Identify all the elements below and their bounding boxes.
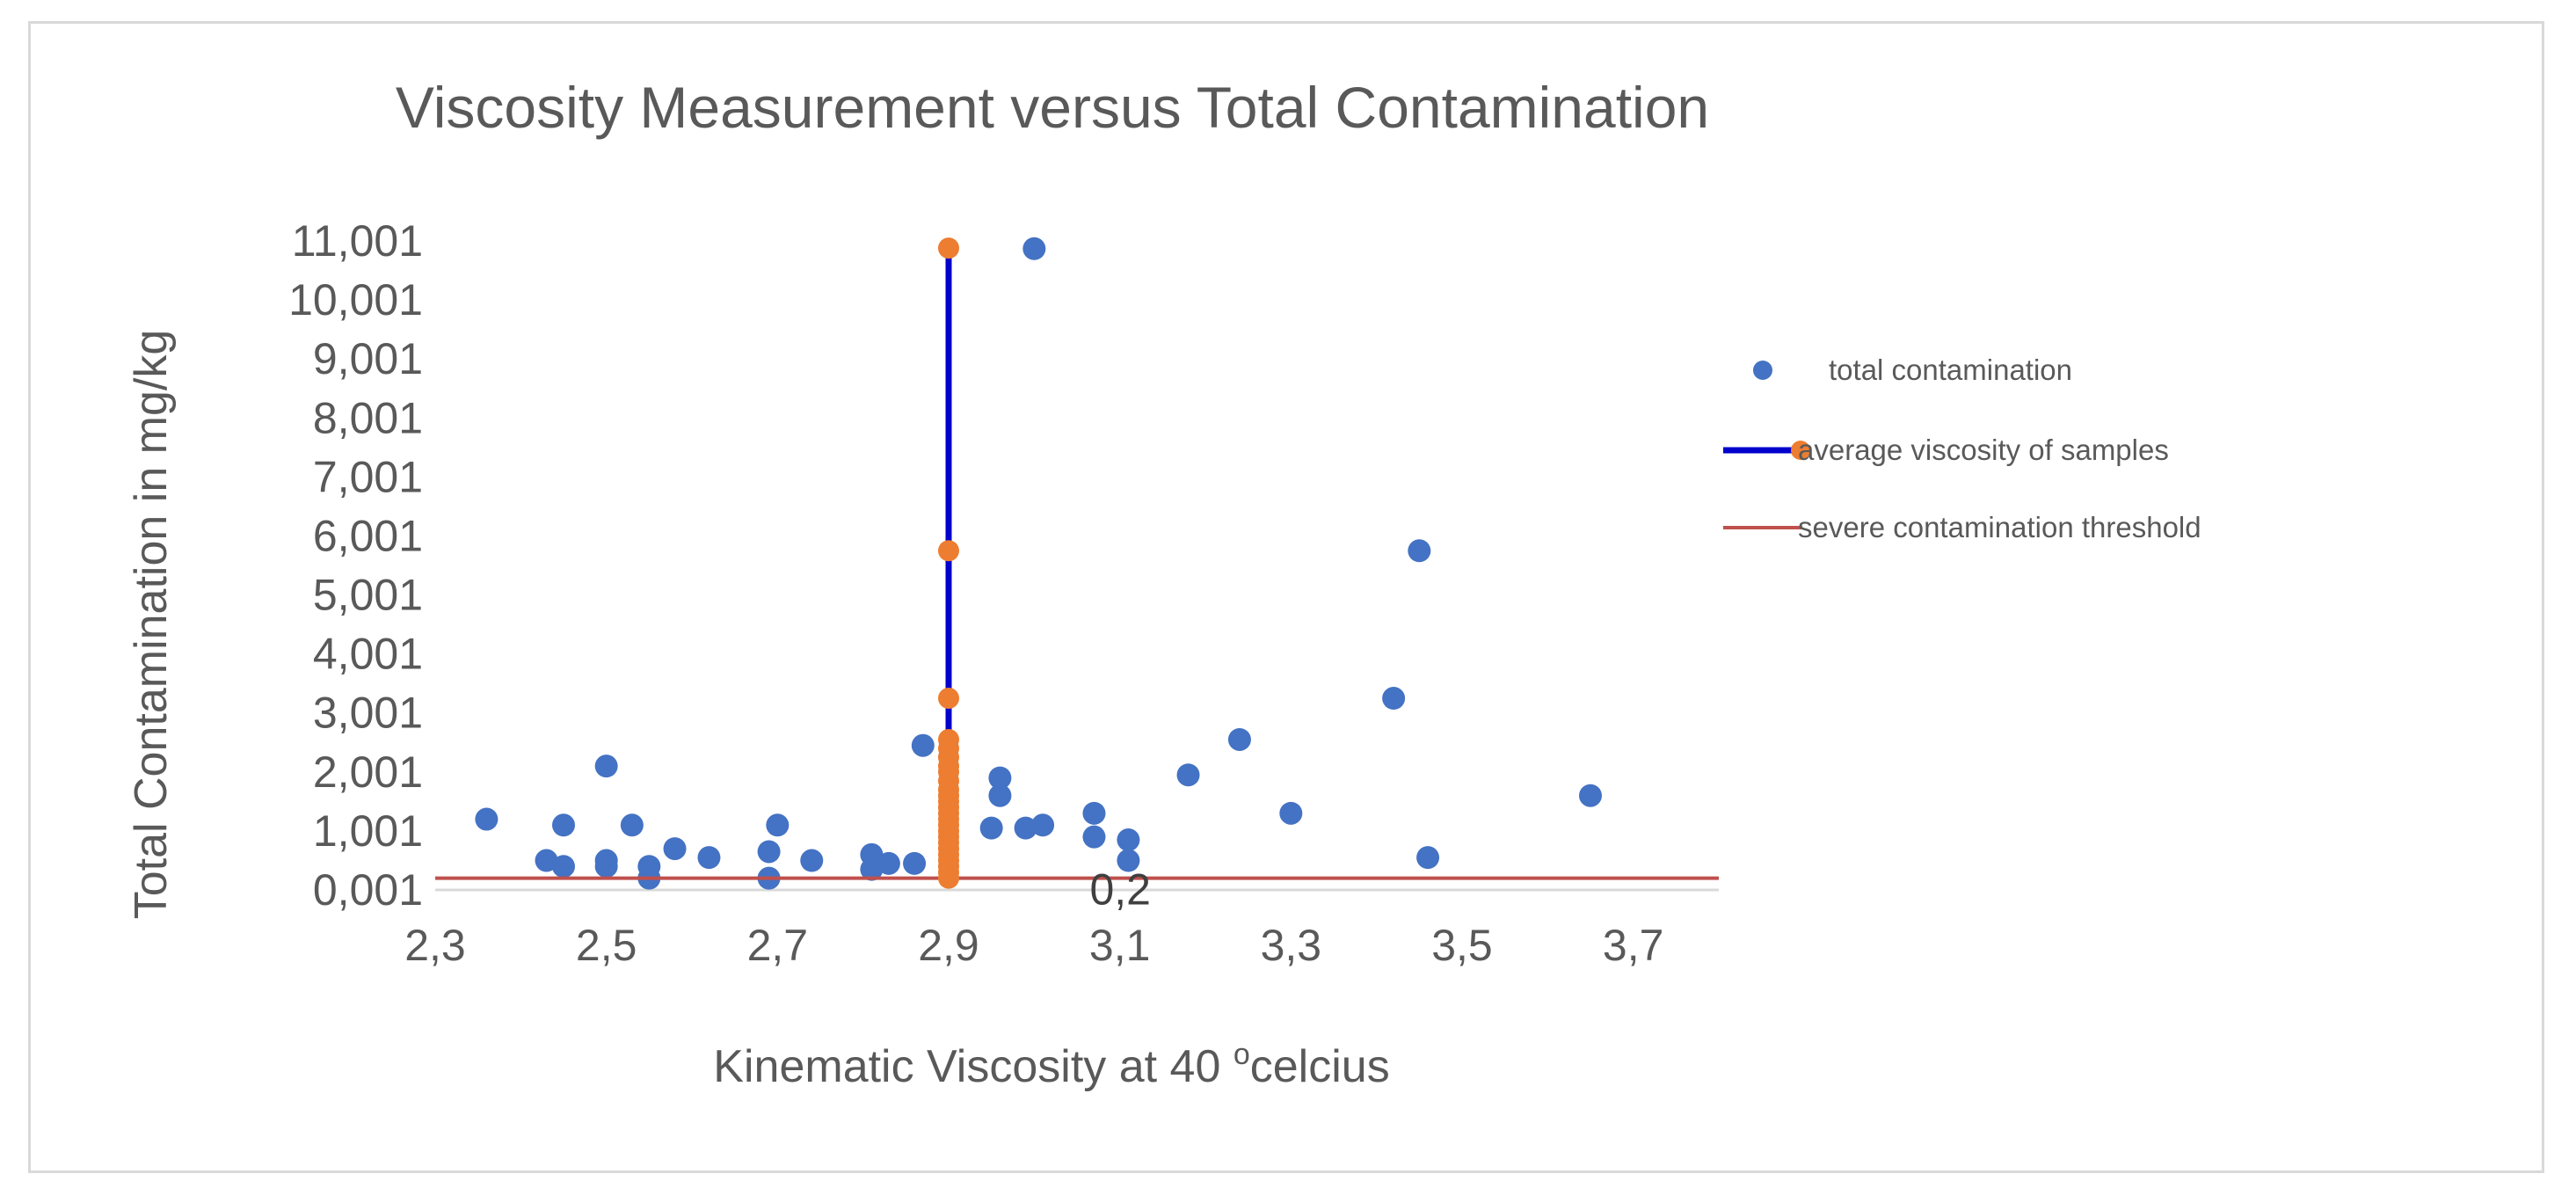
x-axis-label-main: Kinematic Viscosity at 40 <box>713 1041 1233 1092</box>
x-axis-label: Kinematic Viscosity at 40 ocelcius <box>713 1038 1389 1092</box>
contamination-point <box>766 813 790 837</box>
x-tick-label: 2,3 <box>404 921 466 970</box>
y-tick-label: 5,001 <box>313 571 423 620</box>
contamination-point <box>475 807 498 831</box>
contamination-point <box>594 855 618 879</box>
y-tick-label: 1,001 <box>313 806 423 856</box>
contamination-point <box>988 766 1012 790</box>
contamination-point <box>1082 825 1106 849</box>
contamination-point <box>1579 784 1602 807</box>
contamination-point <box>1416 846 1440 870</box>
y-tick-label: 4,001 <box>313 630 423 679</box>
contamination-point <box>1014 816 1037 840</box>
y-tick-label: 9,001 <box>313 334 423 383</box>
contamination-point <box>697 846 721 870</box>
x-tick-label: 3,7 <box>1603 921 1664 970</box>
y-axis-label: Total Contamination in mg/kg <box>126 330 177 920</box>
contamination-point <box>1227 727 1251 751</box>
y-tick-label: 11,001 <box>292 216 423 266</box>
y-tick-label: 2,001 <box>313 747 423 797</box>
y-tick-label: 6,001 <box>313 511 423 560</box>
x-axis-ticks: 2,3 2,5 2,7 2,9 3,1 3,3 3,5 3,7 <box>404 921 1663 970</box>
contamination-point <box>903 851 927 875</box>
legend-label-contamination: total contamination <box>1829 354 2072 386</box>
contamination-point <box>979 816 1003 840</box>
contamination-point <box>594 755 618 778</box>
legend-marker-contamination <box>1753 361 1772 380</box>
contamination-point <box>1408 539 1431 563</box>
y-tick-label: 10,001 <box>288 275 423 324</box>
average-viscosity-point <box>938 540 959 562</box>
average-viscosity-point <box>938 237 959 259</box>
x-tick-label: 2,9 <box>918 921 979 970</box>
contamination-point <box>1279 801 1303 825</box>
contamination-point <box>800 849 824 872</box>
average-viscosity-point <box>938 728 959 750</box>
chart-svg: Viscosity Measurement versus Total Conta… <box>126 75 2201 1092</box>
contamination-point <box>1382 687 1406 711</box>
x-tick-label: 3,3 <box>1261 921 1322 970</box>
average-viscosity-point <box>938 688 959 710</box>
x-tick-label: 2,5 <box>576 921 637 970</box>
legend: total contamination average viscosity of … <box>1723 354 2201 543</box>
annotations: 0,2 <box>1089 865 1151 915</box>
y-tick-label: 3,001 <box>313 689 423 738</box>
contamination-point <box>620 813 644 837</box>
chart-title: Viscosity Measurement versus Total Conta… <box>396 75 1709 140</box>
x-tick-label: 3,1 <box>1089 921 1151 970</box>
contamination-point <box>1176 763 1200 787</box>
contamination-point <box>757 840 781 864</box>
contamination-point <box>1082 801 1106 825</box>
y-tick-label: 7,001 <box>313 452 423 501</box>
contamination-point <box>911 733 935 757</box>
x-axis-label-degree: o <box>1233 1038 1250 1071</box>
threshold-value-label: 0,2 <box>1089 865 1151 915</box>
chart-frame: Viscosity Measurement versus Total Conta… <box>28 21 2544 1173</box>
plot-area <box>435 237 1719 890</box>
contamination-point <box>663 837 687 861</box>
contamination-point <box>552 855 575 879</box>
contamination-point <box>988 784 1012 807</box>
x-tick-label: 3,5 <box>1431 921 1493 970</box>
x-tick-label: 2,7 <box>747 921 809 970</box>
x-axis-label-unit: celcius <box>1250 1041 1390 1092</box>
contamination-point <box>552 813 575 837</box>
contamination-point <box>877 851 900 875</box>
y-tick-label: 0,001 <box>313 865 423 915</box>
legend-label-threshold: severe contamination threshold <box>1798 511 2201 543</box>
contamination-point <box>1022 237 1046 260</box>
legend-marker-average <box>1791 441 1810 460</box>
legend-label-average: average viscosity of samples <box>1798 434 2169 466</box>
y-axis-ticks: 0,001 1,001 2,001 3,001 4,001 5,001 6,001 7,001… <box>288 216 423 915</box>
contamination-point <box>1031 813 1055 837</box>
contamination-point <box>1117 828 1140 852</box>
contamination-point <box>1117 849 1140 872</box>
y-tick-label: 8,001 <box>313 393 423 442</box>
